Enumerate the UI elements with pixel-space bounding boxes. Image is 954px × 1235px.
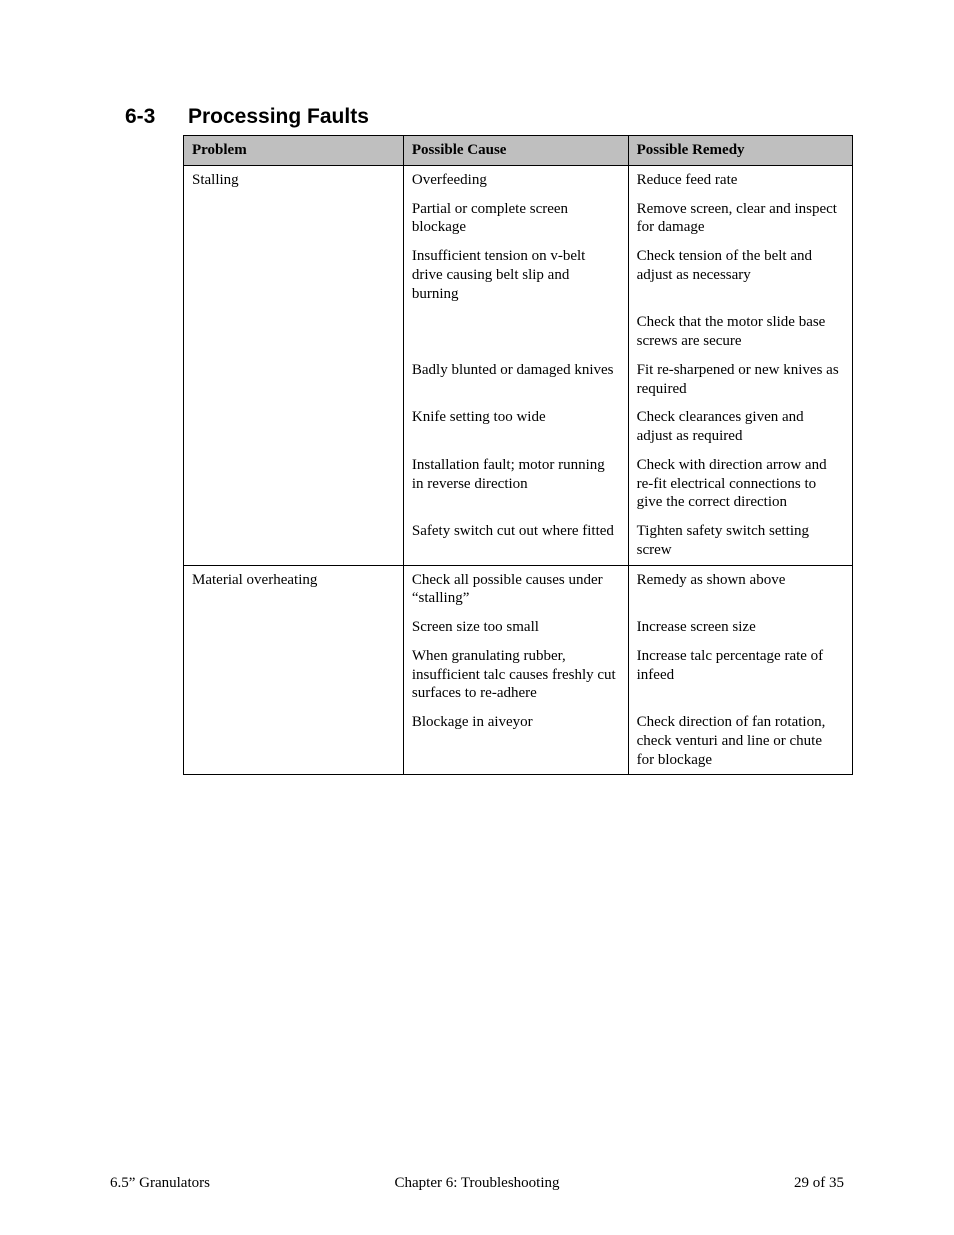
table-row: Material overheatingCheck all possible c… bbox=[184, 565, 853, 613]
cell-problem bbox=[184, 451, 404, 517]
cell-cause: Installation fault; motor running in rev… bbox=[403, 451, 628, 517]
table-row: Badly blunted or damaged knivesFit re-sh… bbox=[184, 356, 853, 404]
section-number: 6-3 bbox=[125, 105, 188, 129]
cell-cause: Safety switch cut out where fitted bbox=[403, 517, 628, 565]
footer-center: Chapter 6: Troubleshooting bbox=[110, 1175, 844, 1192]
cell-remedy: Tighten safety switch setting screw bbox=[628, 517, 852, 565]
col-problem: Problem bbox=[184, 136, 404, 166]
cell-problem: Material overheating bbox=[184, 565, 404, 613]
cell-remedy: Increase screen size bbox=[628, 613, 852, 642]
table-row: Partial or complete screen blockageRemov… bbox=[184, 195, 853, 243]
cell-remedy: Check with direction arrow and re-fit el… bbox=[628, 451, 852, 517]
cell-cause: Check all possible causes under “stallin… bbox=[403, 565, 628, 613]
cell-cause: Overfeeding bbox=[403, 165, 628, 194]
table-row: Insufficient tension on v-belt drive cau… bbox=[184, 242, 853, 308]
col-remedy: Possible Remedy bbox=[628, 136, 852, 166]
cell-remedy: Remedy as shown above bbox=[628, 565, 852, 613]
cell-problem bbox=[184, 308, 404, 356]
cell-remedy: Check tension of the belt and adjust as … bbox=[628, 242, 852, 308]
table-row: StallingOverfeedingReduce feed rate bbox=[184, 165, 853, 194]
table-row: Screen size too smallIncrease screen siz… bbox=[184, 613, 853, 642]
cell-remedy: Reduce feed rate bbox=[628, 165, 852, 194]
cell-cause: When granulating rubber, insufficient ta… bbox=[403, 642, 628, 708]
cell-cause bbox=[403, 308, 628, 356]
cell-cause: Screen size too small bbox=[403, 613, 628, 642]
cell-problem bbox=[184, 642, 404, 708]
table-row: When granulating rubber, insufficient ta… bbox=[184, 642, 853, 708]
cell-cause: Insufficient tension on v-belt drive cau… bbox=[403, 242, 628, 308]
cell-remedy: Check direction of fan rotation, check v… bbox=[628, 708, 852, 775]
cell-remedy: Fit re-sharpened or new knives as requir… bbox=[628, 356, 852, 404]
cell-problem bbox=[184, 708, 404, 775]
col-cause: Possible Cause bbox=[403, 136, 628, 166]
cell-problem bbox=[184, 195, 404, 243]
faults-table: Problem Possible Cause Possible Remedy S… bbox=[183, 135, 853, 775]
cell-remedy: Remove screen, clear and inspect for dam… bbox=[628, 195, 852, 243]
cell-remedy: Check clearances given and adjust as req… bbox=[628, 403, 852, 451]
cell-problem: Stalling bbox=[184, 165, 404, 194]
section-heading: 6-3 Processing Faults bbox=[125, 105, 844, 129]
cell-cause: Blockage in aiveyor bbox=[403, 708, 628, 775]
table-row: Blockage in aiveyorCheck direction of fa… bbox=[184, 708, 853, 775]
cell-remedy: Increase talc percentage rate of infeed bbox=[628, 642, 852, 708]
table-row: Installation fault; motor running in rev… bbox=[184, 451, 853, 517]
footer-right: 29 of 35 bbox=[794, 1175, 844, 1192]
cell-problem bbox=[184, 356, 404, 404]
cell-cause: Badly blunted or damaged knives bbox=[403, 356, 628, 404]
section-title: Processing Faults bbox=[188, 105, 369, 129]
cell-cause: Partial or complete screen blockage bbox=[403, 195, 628, 243]
cell-problem bbox=[184, 613, 404, 642]
cell-problem bbox=[184, 242, 404, 308]
table-row: Check that the motor slide base screws a… bbox=[184, 308, 853, 356]
page: 6-3 Processing Faults Problem Possible C… bbox=[0, 0, 954, 1235]
cell-cause: Knife setting too wide bbox=[403, 403, 628, 451]
table-row: Knife setting too wideCheck clearances g… bbox=[184, 403, 853, 451]
table-row: Safety switch cut out where fittedTighte… bbox=[184, 517, 853, 565]
cell-problem bbox=[184, 517, 404, 565]
cell-remedy: Check that the motor slide base screws a… bbox=[628, 308, 852, 356]
table-header-row: Problem Possible Cause Possible Remedy bbox=[184, 136, 853, 166]
cell-problem bbox=[184, 403, 404, 451]
